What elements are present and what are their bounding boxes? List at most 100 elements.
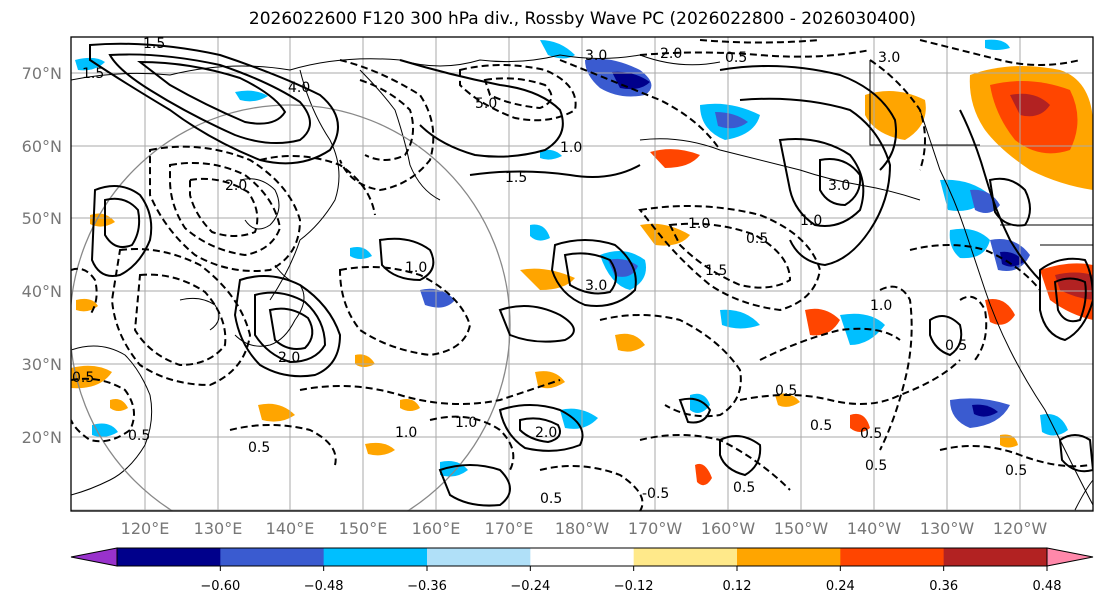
lon-label: 150°E — [339, 519, 388, 538]
neg-patch — [235, 90, 268, 102]
neg-patch — [985, 39, 1010, 50]
lon-label: 160°E — [412, 519, 461, 538]
pos-patch — [76, 298, 98, 312]
colorbar-tick-label: 0.12 — [723, 579, 752, 594]
contour-label: 0.5 — [72, 370, 94, 386]
graticule — [71, 37, 1093, 511]
contour-label: 1.5 — [143, 36, 165, 52]
colorbar: −0.60 −0.48 −0.36 −0.24 −0.12 0.12 0.24 0.36 0.4… — [70, 547, 1094, 594]
colorbar-segment — [530, 548, 635, 566]
pos-patch — [258, 403, 295, 422]
contour-label: 0.5 — [865, 458, 887, 474]
contour-label: 0.5 — [733, 480, 755, 496]
contour-label: 0.5 — [746, 231, 768, 247]
colorbar-segment — [323, 548, 428, 566]
contour-label: -0.5 — [642, 486, 669, 502]
contour-label: 2.0 — [278, 350, 300, 366]
lon-label: 120°W — [993, 519, 1048, 538]
lon-label: 140°W — [847, 519, 902, 538]
longitude-labels: 120°E 130°E 140°E 150°E 160°E 170°E 180°… — [121, 519, 1048, 538]
colorbar-segment — [117, 548, 221, 566]
latitude-labels: 70°N 60°N 50°N 40°N 30°N 20°N — [22, 64, 62, 447]
neg-patch — [720, 309, 760, 329]
pos-patch — [805, 308, 840, 336]
pos-patch — [615, 333, 645, 352]
lat-label: 70°N — [22, 64, 62, 83]
colorbar-segment — [633, 548, 738, 566]
contour-label: 3.0 — [828, 178, 850, 194]
contour-label: 2.0 — [660, 46, 682, 62]
contour-label: 3.0 — [585, 278, 607, 294]
colorbar-arrow-left — [70, 547, 118, 567]
lon-label: 120°E — [121, 519, 170, 538]
colorbar-segment — [737, 548, 841, 566]
contour-label: 0.5 — [1005, 463, 1027, 479]
neg-patch — [970, 189, 1000, 214]
colorbar-tick-label: −0.48 — [304, 579, 344, 594]
lon-label: 180°W — [555, 519, 610, 538]
neg-patch — [540, 40, 575, 59]
lon-label: 160°W — [701, 519, 756, 538]
neg-patch — [75, 57, 105, 71]
lat-label: 50°N — [22, 209, 62, 228]
colorbar-tick-label: 0.24 — [826, 579, 855, 594]
contour-label: 2.0 — [535, 425, 557, 441]
pos-patch — [865, 91, 926, 140]
pos-patch — [985, 299, 1015, 325]
contour-label: 1.0 — [395, 425, 417, 441]
contour-label: 0.5 — [945, 338, 967, 354]
map-frame — [70, 36, 1094, 512]
lon-label: 140°E — [266, 519, 315, 538]
colorbar-tick-label: 0.48 — [1033, 579, 1062, 594]
lon-label: 130°E — [194, 519, 243, 538]
lon-label: 130°W — [920, 519, 975, 538]
lon-label: 150°W — [774, 519, 829, 538]
coastlines — [71, 54, 1093, 511]
pos-patch — [990, 81, 1078, 154]
colorbar-segment — [220, 548, 325, 566]
contour-label: 1.0 — [405, 260, 427, 276]
pos-patch — [400, 399, 420, 411]
contour-label: 0.5 — [128, 428, 150, 444]
colorbar-tick-label: 0.36 — [929, 579, 958, 594]
pos-patch — [365, 442, 395, 456]
lat-label: 60°N — [22, 137, 62, 156]
contour-labels: 1.5 1.5 4.0 2.0 5.0 3.0 2.0 0.5 3.0 1.0 … — [72, 36, 1027, 507]
neg-patch — [420, 288, 455, 308]
colorbar-tick-label: −0.60 — [200, 579, 240, 594]
colorbar-segment — [840, 548, 945, 566]
contour-label: 0.5 — [810, 418, 832, 434]
colorbar-frame — [116, 547, 1048, 567]
contour-label: 0.5 — [540, 491, 562, 507]
neg-patch — [560, 408, 598, 429]
contour-label: 1.0 — [560, 140, 582, 156]
contour-label: 0.5 — [725, 50, 747, 66]
neg-patch — [540, 149, 562, 160]
lat-label: 40°N — [22, 282, 62, 301]
colorbar-tick-label: −0.12 — [614, 579, 654, 594]
contour-label: 2.0 — [225, 178, 247, 194]
lat-label: 30°N — [22, 355, 62, 374]
dashed-contours — [71, 39, 1091, 511]
contour-label: 5.0 — [475, 96, 497, 112]
contour-label: 1.5 — [705, 263, 727, 279]
contour-label: 1.0 — [688, 216, 710, 232]
contour-label: 1.5 — [82, 66, 104, 82]
lat-label: 20°N — [22, 428, 62, 447]
pos-patch — [71, 365, 112, 389]
colorbar-segment — [427, 548, 531, 566]
map-title: 2026022600 F120 300 hPa div., Rossby Wav… — [248, 9, 917, 29]
neg-patch — [1000, 251, 1024, 267]
pos-patch — [775, 393, 800, 407]
contour-label: 4.0 — [288, 80, 310, 96]
pos-patch — [1000, 434, 1018, 448]
contour-label: 3.0 — [585, 48, 607, 64]
contour-label: 0.5 — [775, 383, 797, 399]
colorbar-tick-label: −0.24 — [510, 579, 550, 594]
pos-patch — [850, 413, 870, 432]
contour-label: 0.5 — [860, 426, 882, 442]
contour-label: 0.5 — [248, 440, 270, 456]
contour-label: 3.0 — [878, 50, 900, 66]
contour-label: 1.0 — [455, 415, 477, 431]
contour-label: 1.0 — [870, 298, 892, 314]
